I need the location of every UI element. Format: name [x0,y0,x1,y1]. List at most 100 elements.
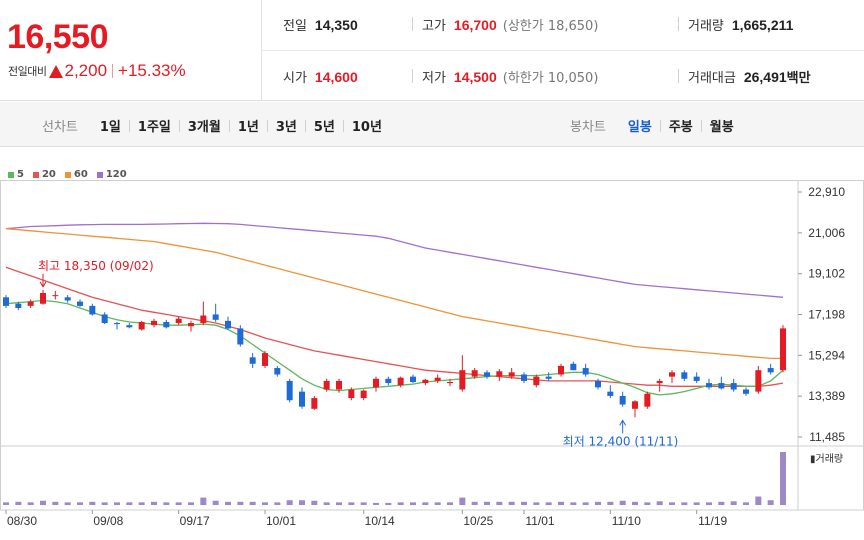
volume-bar[interactable] [212,500,219,505]
volume-bar[interactable] [360,502,367,505]
candle[interactable] [459,370,466,390]
candle[interactable] [595,380,601,388]
candle[interactable] [114,323,120,325]
volume-bar[interactable] [101,502,108,505]
tab-daily-candle[interactable]: 일봉 [627,120,652,135]
volume-bar[interactable] [644,502,651,505]
candle[interactable] [570,363,577,371]
candle[interactable] [348,389,355,399]
candle[interactable] [77,301,83,306]
candle[interactable] [718,383,725,389]
tab-1day[interactable]: 1일 [99,120,121,135]
tab-5years[interactable]: 5년 [313,120,335,135]
volume-bar[interactable] [126,502,133,505]
candle[interactable] [533,376,540,386]
candle[interactable] [360,390,367,399]
candle[interactable] [496,371,503,377]
volume-bar[interactable] [286,500,293,505]
candle[interactable] [188,323,194,327]
volume-bar[interactable] [138,502,145,505]
volume-bar[interactable] [656,501,663,505]
candle[interactable] [175,318,182,324]
volume-bar[interactable] [200,497,207,505]
candle[interactable] [669,372,675,377]
candle[interactable] [64,297,71,301]
candle[interactable] [262,353,268,366]
volume-bar[interactable] [64,502,71,505]
volume-bar[interactable] [114,502,120,505]
candle[interactable] [336,380,342,390]
candle[interactable] [101,314,108,324]
candle[interactable] [286,380,293,401]
candle[interactable] [434,377,441,381]
candle[interactable] [311,398,318,409]
volume-bar[interactable] [15,501,22,505]
candle[interactable] [471,370,478,377]
candle[interactable] [582,368,589,375]
volume-bar[interactable] [188,502,194,505]
tab-1week[interactable]: 1주일 [137,120,171,135]
volume-bar[interactable] [262,502,268,505]
candle[interactable] [484,372,490,377]
candle[interactable] [730,383,737,390]
volume-bar[interactable] [336,502,342,505]
volume-bar[interactable] [434,502,441,505]
candle[interactable] [656,380,663,384]
tab-10years[interactable]: 10년 [351,120,382,135]
candle[interactable] [323,380,330,390]
candle[interactable] [397,377,404,386]
price-chart[interactable]: 22,910 21,006 19,102 17,198 15,294 13,389 11,4… [0,180,864,540]
candle[interactable] [40,293,46,304]
candle[interactable] [644,393,651,407]
volume-bar[interactable] [237,501,244,505]
volume-bar[interactable] [175,502,182,505]
volume-bar[interactable] [718,501,725,505]
candle[interactable] [780,328,786,371]
candle[interactable] [27,301,34,306]
tab-weekly-candle[interactable]: 주봉 [668,120,693,135]
volume-bar[interactable] [767,500,774,505]
volume-bar[interactable] [311,500,318,505]
volume-bar[interactable] [582,502,589,505]
candle[interactable] [15,303,22,309]
volume-bar[interactable] [545,502,552,505]
volume-bar[interactable] [225,501,231,505]
volume-bar[interactable] [780,452,786,505]
tab-3years[interactable]: 3년 [275,120,297,135]
volume-bar[interactable] [730,501,737,505]
volume-bar[interactable] [619,500,626,505]
volume-bar[interactable] [397,502,404,505]
candle[interactable] [558,365,564,375]
candle[interactable] [632,401,638,409]
candle[interactable] [410,376,416,382]
volume-bar[interactable] [496,501,503,505]
candle[interactable] [607,391,614,396]
candle[interactable] [693,376,700,381]
volume-bar[interactable] [40,500,46,505]
volume-bar[interactable] [163,502,170,505]
volume-bar[interactable] [323,502,330,505]
volume-bar[interactable] [607,501,614,505]
volume-bar[interactable] [385,502,392,505]
volume-bar[interactable] [348,502,355,505]
volume-bar[interactable] [249,501,256,505]
volume-bar[interactable] [77,502,83,505]
candle[interactable] [767,368,774,373]
candle[interactable] [447,381,453,384]
volume-bar[interactable] [459,497,466,505]
candle[interactable] [681,372,688,379]
candle[interactable] [422,379,429,384]
volume-bar[interactable] [681,502,688,505]
candle[interactable] [706,383,712,388]
volume-bar[interactable] [151,501,157,505]
candle[interactable] [545,376,552,379]
volume-bar[interactable] [669,502,675,505]
volume-bar[interactable] [27,502,34,505]
volume-bar[interactable] [422,502,429,505]
candle[interactable] [743,389,749,394]
volume-bar[interactable] [274,502,281,505]
volume-bar[interactable] [471,501,478,505]
volume-bar[interactable] [632,501,638,505]
candle[interactable] [237,328,244,345]
candle[interactable] [138,321,145,330]
